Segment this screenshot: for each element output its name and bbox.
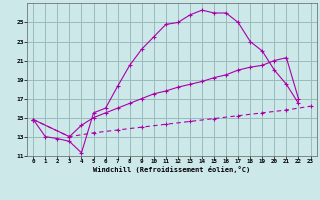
X-axis label: Windchill (Refroidissement éolien,°C): Windchill (Refroidissement éolien,°C) [93, 166, 251, 173]
